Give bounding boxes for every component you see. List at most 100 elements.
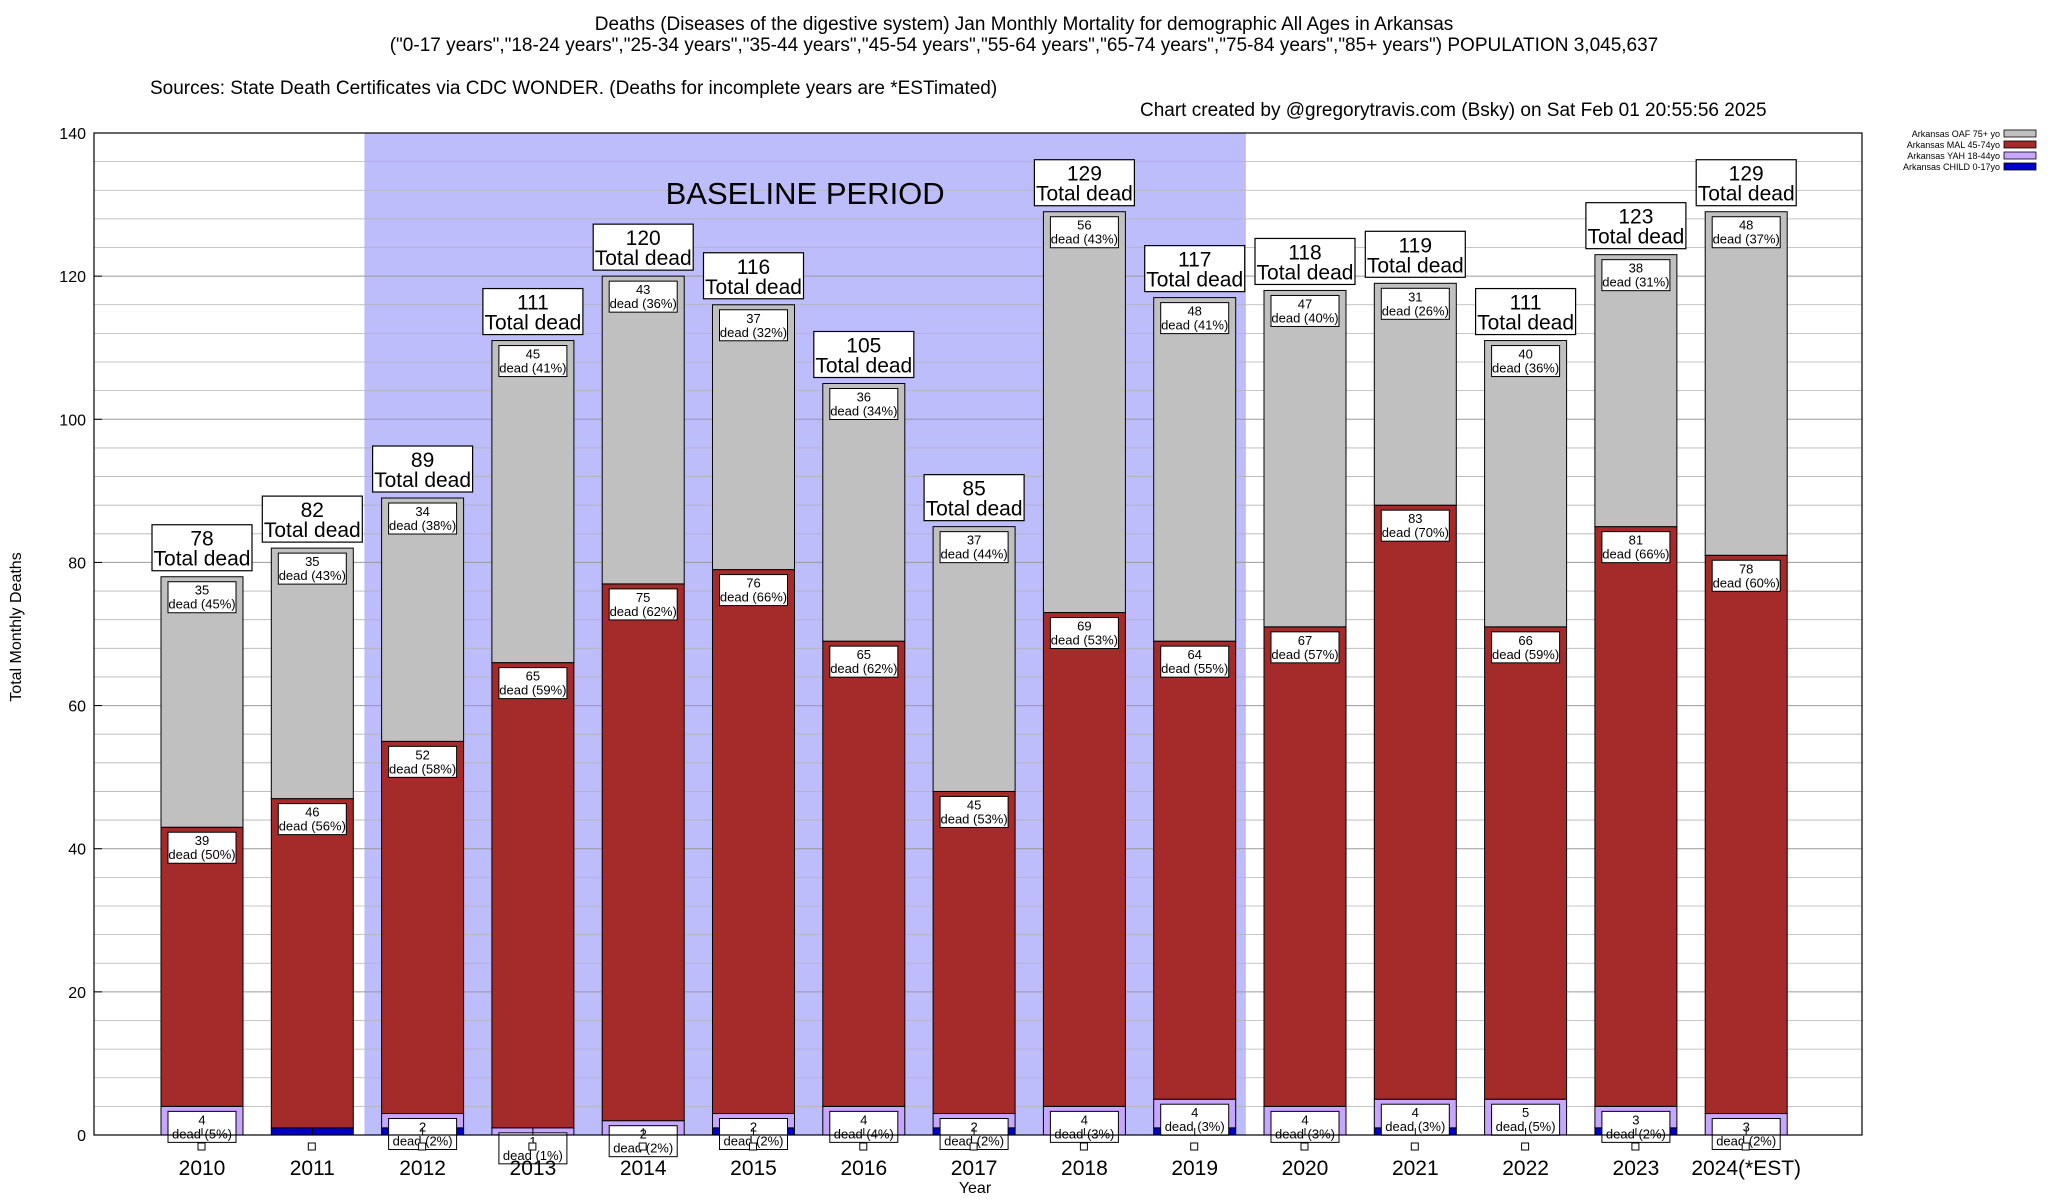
segment-label-percent: dead (44%) [940,547,1007,562]
segment-label-box [167,831,237,864]
segment-label-percent: dead (56%) [279,819,346,834]
bar-segment [160,576,244,828]
bar-segment [1153,297,1237,642]
baseline-label: BASELINE PERIOD [666,176,945,211]
segment-label-percent: dead (5%) [1496,1119,1556,1134]
total-label-value: 116 [737,256,770,279]
segment-label-box [1601,531,1671,564]
segment-label-count: 48 [1739,218,1753,233]
total-label-value: 129 [1729,163,1764,186]
x-tick-label: 2017 [951,1157,998,1180]
zero-marker [1631,1142,1640,1151]
segment-label-percent: dead (36%) [1492,361,1559,376]
segment-label-count: 34 [415,504,429,519]
segment-label-percent: dead (59%) [1492,647,1559,662]
total-label-value: 111 [517,292,549,315]
segment-label-box [829,388,899,420]
segment-label-count: 36 [857,390,871,405]
segment-label-box [1601,259,1671,292]
segment-label-count: 1 [529,1134,536,1149]
bar-segment [1484,626,1568,1100]
segment-label-count: 31 [1408,289,1422,304]
segment-label-box [277,552,347,585]
bar-segment [381,740,465,1115]
total-label-box [482,287,584,336]
segment-label-box [1160,645,1230,678]
segment-label-count: 37 [746,311,760,326]
chart-subtitle: ("0-17 years","18-24 years","25-34 years… [389,35,1659,56]
x-tick-label: 2018 [1061,1157,1108,1180]
total-label-box [261,495,363,543]
segment-label-percent: dead (2%) [724,1134,784,1149]
segment-label-count: 4 [1081,1112,1088,1127]
total-label-box [923,474,1025,522]
zero-marker [969,1142,978,1151]
segment-label-percent: dead (41%) [1161,318,1228,333]
total-label-value: 85 [962,478,985,501]
segment-label-count: 4 [1191,1105,1198,1120]
zero-marker [528,1142,537,1151]
bar-segment [601,583,685,1122]
bar-segment [1042,211,1126,614]
segment-label-count: 4 [1301,1112,1308,1127]
x-tick-label: 2022 [1502,1157,1549,1180]
segment-label-count: 56 [1077,218,1091,233]
segment-label-percent: dead (62%) [830,661,897,676]
segment-label-count: 5 [1522,1105,1529,1120]
segment-label-percent: dead (31%) [1602,275,1669,290]
segment-label-count: 2 [750,1120,757,1135]
total-label-value: 119 [1399,234,1432,257]
segment-label-box [829,1110,899,1143]
segment-label-count: 3 [1632,1112,1639,1127]
segment-label-percent: dead (45%) [168,597,235,612]
bar-segment [270,798,354,1129]
total-label-suffix: Total dead [1477,312,1574,335]
segment-label-box [1711,216,1781,249]
x-tick-label: 2023 [1613,1157,1660,1180]
total-label-value: 120 [626,227,661,250]
total-label-suffix: Total dead [595,247,692,270]
segment-label-count: 78 [1739,561,1753,576]
x-tick-label: 2015 [730,1157,777,1180]
total-label-value: 129 [1067,163,1102,186]
segment-label-box [1270,294,1340,327]
bar-segment [1263,289,1347,628]
zero-marker [197,1142,206,1151]
zero-marker [1410,1142,1419,1151]
total-label-suffix: Total dead [1257,261,1354,284]
total-label-box [592,223,694,271]
segment-label-percent: dead (3%) [1165,1119,1225,1134]
segment-label-percent: dead (41%) [499,361,566,376]
segment-label-count: 2 [419,1120,426,1135]
total-label-box [1585,202,1687,250]
segment-label-count: 48 [1187,304,1201,319]
x-tick-label: 2016 [840,1157,887,1180]
segment-label-count: 64 [1187,647,1201,662]
bar-segment [1704,554,1788,1115]
legend-label: Arkansas OAF 75+ yo [1912,129,2000,139]
segment-label-count: 2 [970,1120,977,1135]
segment-label-percent: dead (32%) [720,325,787,340]
segment-label-box [167,581,237,614]
bar-segment [1373,504,1457,1100]
zero-marker [1079,1142,1088,1151]
segment-label-box [1601,1110,1671,1143]
bar-segment [491,662,575,1129]
bar-segment [712,569,795,1115]
segment-label-box [1049,216,1119,249]
segment-label-percent: dead (3%) [1385,1119,1445,1134]
segment-label-percent: dead (2%) [944,1134,1004,1149]
segment-label-box [719,309,788,342]
x-tick-label: 2014 [620,1157,667,1180]
segment-label-count: 65 [857,647,871,662]
segment-label-percent: dead (66%) [720,590,787,605]
total-label-suffix: Total dead [1587,226,1684,249]
segment-label-box [1491,631,1561,664]
x-axis-label: Year [959,1180,992,1197]
segment-label-count: 4 [860,1112,867,1127]
x-tick-label: 2012 [399,1157,446,1180]
segment-label-count: 4 [198,1112,205,1127]
segment-label-percent: dead (40%) [1271,310,1338,325]
zero-marker [418,1142,427,1151]
